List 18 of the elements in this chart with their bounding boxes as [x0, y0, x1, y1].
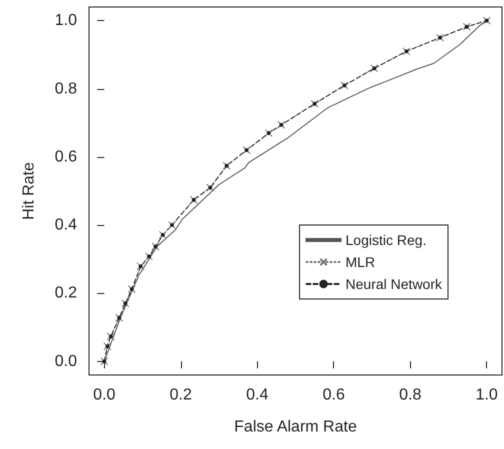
- legend-label: MLR: [346, 254, 376, 270]
- x-tick-label: 1.0: [476, 386, 498, 404]
- y-tick-label: 0.0: [54, 352, 78, 370]
- y-tick-label: 0.2: [54, 284, 78, 302]
- y-tick-label: 0.4: [54, 216, 78, 234]
- y-tick-label: 1.0: [54, 12, 78, 30]
- legend-label: Logistic Reg.: [346, 232, 426, 248]
- x-tick-label: 0.2: [170, 386, 192, 404]
- legend-label: Neural Network: [346, 276, 443, 292]
- x-axis-title: False Alarm Rate: [234, 418, 357, 436]
- x-tick-label: 0.6: [322, 386, 345, 404]
- y-tick-label: 0.8: [54, 80, 78, 98]
- x-tick-label: 0.8: [399, 386, 422, 404]
- x-tick-label: 0.0: [93, 386, 116, 404]
- y-axis-title: Hit Rate: [20, 162, 38, 220]
- x-tick-label: 0.4: [246, 386, 268, 404]
- point: [106, 332, 115, 340]
- y-tick-label: 0.6: [54, 148, 78, 166]
